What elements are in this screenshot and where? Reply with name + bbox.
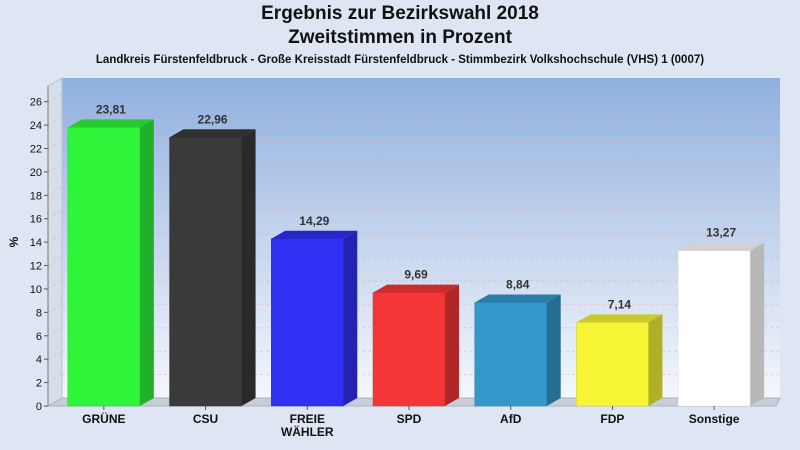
data-label: 7,14 [608,297,632,311]
bar-front [677,250,751,407]
y-tick-label: 24 [30,120,42,132]
side-wall [47,77,63,407]
bar: 9,69 [372,268,459,407]
gridline-side [47,374,63,383]
data-label: 23,81 [96,102,126,116]
gridline-side [47,327,63,337]
y-tick-label: 18 [30,190,42,202]
x-tick-label: CSU [193,412,218,426]
gridline-side [47,163,63,173]
bar-front [576,322,649,407]
bar-side [546,294,561,406]
x-tick-label: FDP [600,412,624,426]
y-tick-label: 16 [30,214,42,226]
chart-title-line2: Zweitstimmen in Prozent [288,27,512,48]
bar-front [271,238,344,407]
bar-side [445,284,459,406]
gridline-side [47,304,63,313]
y-tick-label: 10 [30,284,42,296]
bar-top [271,230,358,239]
bar-side [750,242,765,406]
gridline-side [47,140,63,149]
bar-top [373,284,459,293]
data-label: 14,29 [299,214,329,228]
y-tick-label: 4 [36,354,42,366]
y-tick-label: 8 [36,307,42,319]
x-tick-label: FREIE [290,412,325,426]
gridline-side [47,187,63,196]
y-tick-label: 22 [30,144,42,156]
bar-front [372,292,446,407]
bar: 23,81 [67,102,154,407]
bar-top [67,119,154,128]
x-tick-label: AfD [500,412,522,426]
bar: 8,84 [474,278,561,407]
bar-top [169,129,256,138]
bar: 14,29 [271,214,358,407]
chart-title: Ergebnis zur Bezirkswahl 2018 [261,3,539,24]
bar-top [576,314,663,323]
gridline-side [47,116,63,126]
bar-side [139,119,154,407]
y-tick-label: 12 [30,261,42,273]
y-tick-label: 26 [30,97,42,109]
bar-side [648,314,663,406]
data-label: 8,84 [506,278,530,292]
bar: 7,14 [576,297,663,407]
bar-front [67,127,141,407]
x-tick-label: WÄHLER [281,424,334,439]
x-tick-label: SPD [397,412,422,426]
y-tick-label: 2 [36,378,42,390]
gridline-side [47,280,63,290]
gridlines [47,93,780,383]
bar-side [343,230,358,406]
x-tick-label: Sonstige [689,412,740,426]
chart-subtitle: Landkreis Fürstenfeldbruck - Große Kreis… [95,54,705,66]
gridline-side [47,93,63,102]
y-tick-label: 20 [30,167,42,179]
gridline-side [47,350,63,360]
y-tick-label: 14 [30,237,42,249]
y-axis-title: % [7,236,21,247]
bar-top [678,242,765,251]
bar-side [241,129,256,406]
data-label: 22,96 [198,112,228,126]
bar-front [474,302,547,407]
gridline-side [47,257,63,266]
gridline-side [47,210,63,220]
y-tick-label: 0 [36,401,42,413]
data-label: 9,69 [404,268,428,282]
bar: 13,27 [677,226,765,407]
bar-top [474,294,561,303]
data-label: 13,27 [706,226,736,240]
bar-front [169,137,242,407]
bars: 23,81 22,96 14,29 9,69 8,84 7,14 13,27 [67,102,765,407]
gridline-side [47,233,63,243]
y-tick-label: 6 [36,331,42,343]
x-tick-label: GRÜNE [82,411,125,426]
bar: 22,96 [169,112,256,407]
